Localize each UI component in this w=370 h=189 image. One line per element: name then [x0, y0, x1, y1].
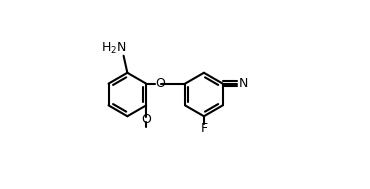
- Text: O: O: [156, 77, 165, 90]
- Text: O: O: [141, 113, 151, 126]
- Text: N: N: [239, 77, 249, 90]
- Text: F: F: [200, 122, 208, 135]
- Text: H$_2$N: H$_2$N: [101, 41, 127, 56]
